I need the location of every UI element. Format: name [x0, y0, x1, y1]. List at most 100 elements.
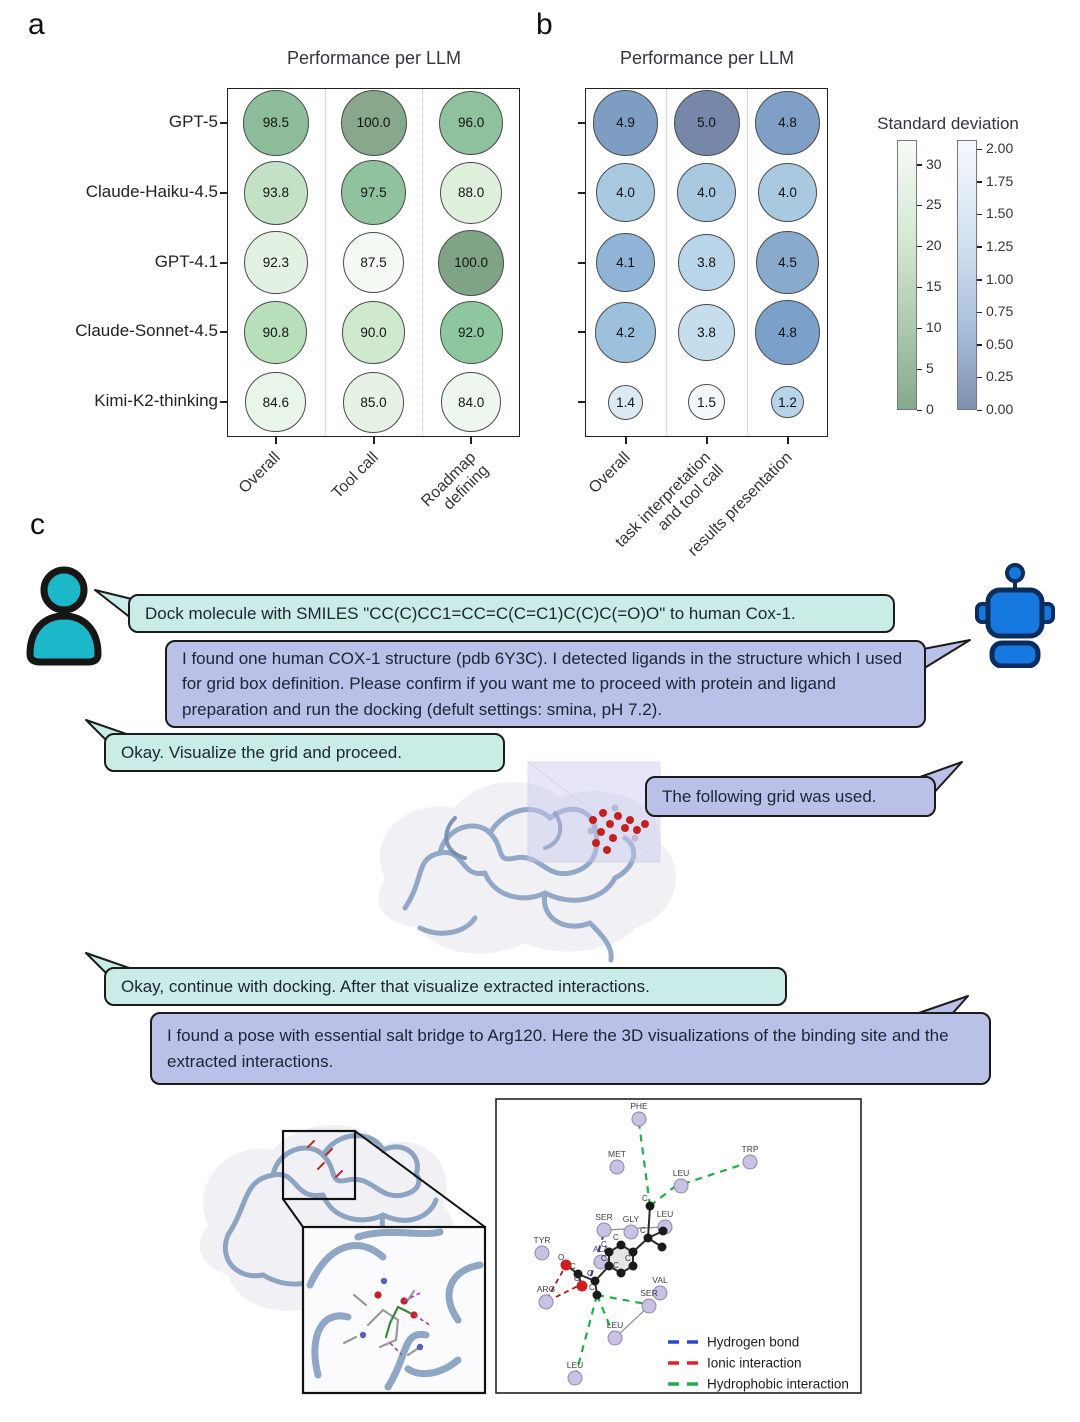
colorbar-tick	[917, 368, 922, 371]
carbon-atom	[658, 1226, 668, 1236]
panel-b-x-tick	[624, 437, 627, 444]
bubble-a-gpt-5-col0: 98.5	[243, 90, 309, 156]
bubble-a-claude-sonnet-4.5-col1: 90.0	[342, 300, 405, 364]
colorbar-tick-label: 20	[926, 237, 942, 254]
colorbar-tick	[977, 279, 982, 281]
bubble-b-gpt-5-col0: 4.9	[592, 90, 659, 156]
residue-node-ser	[596, 1222, 612, 1238]
bubble-b-kimi-k2-thinking-col2: 1.2	[771, 385, 804, 419]
bubble-b-claude-haiku-4.5-col2: 4.0	[757, 163, 817, 223]
bubble-a-claude-sonnet-4.5-col2: 92.0	[439, 300, 503, 364]
colorbar-tick	[917, 409, 922, 411]
bubble-b-claude-haiku-4.5-col0: 4.0	[595, 163, 655, 223]
legend-label-ionic: Ionic interaction	[707, 1356, 802, 1371]
legend-label-hydrogen: Hydrogen bond	[707, 1335, 799, 1350]
panel-a-y-tick	[220, 331, 227, 334]
bubble-b-claude-haiku-4.5-col1: 4.0	[676, 163, 736, 223]
residue-node-ser	[641, 1298, 657, 1314]
interaction-diagram: PHE TRP MET LEU SER GLY LEU TYR ALA ARG VAL SER LEU L…	[495, 1098, 862, 1394]
panel-a-y-tick	[220, 121, 227, 124]
user-message-1: Dock molecule with SMILES "CC(C)CC1=CC=C…	[128, 594, 895, 633]
colorbar-tick-label: 0	[926, 401, 934, 417]
colorbar-tick	[977, 246, 982, 248]
carbon-atom	[604, 1247, 614, 1257]
carbon-atom	[616, 1268, 626, 1278]
bubble-a-gpt-5-col1: 100.0	[340, 89, 407, 156]
panel-a-column-separator	[324, 89, 326, 436]
legend-label-hydrophobic: Hydrophobic interaction	[707, 1377, 849, 1392]
bot-robot-icon	[975, 563, 1055, 668]
user-message-3-text: Okay, continue with docking. After that …	[121, 976, 650, 996]
colorbar-tick	[977, 148, 982, 151]
bubble-a-claude-haiku-4.5-col2: 88.0	[440, 161, 503, 224]
colorbar-tick-label: 30	[926, 155, 942, 172]
residue-label-trp: TRP	[742, 1144, 759, 1154]
residue-node-leu	[673, 1178, 689, 1194]
colorbar-tick	[977, 344, 982, 346]
oxygen-atom	[560, 1259, 572, 1271]
atom-label: O	[574, 1274, 580, 1283]
atom-label: C	[625, 1254, 631, 1263]
bond	[647, 1205, 651, 1239]
residue-node-phe	[631, 1111, 647, 1127]
panel-b-title: Performance per LLM	[619, 48, 795, 68]
colorbar-tick-label: 0.25	[986, 368, 1014, 385]
panel-b-column-separator	[666, 89, 667, 436]
colorbar-tick	[977, 213, 982, 216]
bot-message-1-text: I found one human COX-1 structure (pdb 6…	[182, 648, 903, 719]
carbon-atom	[573, 1269, 583, 1279]
colorbar-tick-label: 1.75	[986, 172, 1014, 189]
colorbar-tick	[917, 327, 922, 330]
colorbar-tick-label: 1.00	[986, 270, 1014, 287]
hydrophobic-interaction-line	[637, 1122, 652, 1207]
colorbar-tick	[917, 245, 922, 248]
panel-a-row-label-kimi-k2-thinking: Kimi-K2-thinking	[94, 391, 218, 411]
bubble-a-claude-haiku-4.5-col1: 97.5	[340, 160, 407, 226]
bubble-b-claude-sonnet-4.5-col1: 3.8	[677, 303, 736, 362]
colorbar-tick	[917, 286, 922, 289]
carbon-atom	[643, 1233, 653, 1243]
panel-a-y-tick	[220, 191, 227, 194]
panel-b-letter: b	[536, 8, 553, 41]
residue-node-val	[652, 1285, 668, 1301]
colorbar-tick-label: 5	[926, 360, 934, 377]
atom-label: C	[640, 1226, 646, 1235]
bot-message-3-text: I found a pose with essential salt bridg…	[167, 1026, 949, 1071]
bubble-a-gpt-4.1-col2: 100.0	[438, 229, 505, 296]
panel-a-row-label-gpt-4.1: GPT-4.1	[154, 251, 218, 271]
green-colorbar	[897, 140, 917, 410]
bubble-b-gpt-4.1-col2: 4.5	[756, 231, 819, 294]
residue-label-gly: GLY	[623, 1214, 640, 1224]
carbon-atom	[604, 1261, 614, 1271]
panel-a-y-tick	[220, 401, 227, 404]
panel-a-y-tick	[220, 261, 227, 264]
blue-colorbar	[957, 140, 977, 410]
residue-label-tyr: TYR	[534, 1235, 551, 1245]
panel-a-row-label-gpt-5: GPT-5	[168, 111, 218, 131]
user-message-2-text: Okay. Visualize the grid and proceed.	[121, 742, 402, 762]
residue-label-leu: LEU	[673, 1168, 690, 1178]
colorbar-tick-label: 0.75	[986, 303, 1014, 320]
colorbar-tick-label: 10	[926, 319, 942, 336]
residue-label-ser: SER	[595, 1212, 612, 1222]
panel-a-column-separator	[422, 89, 424, 436]
colorbar-tick-label: 15	[926, 278, 942, 295]
bubble-a-claude-sonnet-4.5-col0: 90.8	[244, 300, 308, 364]
grid-protein-visualization	[378, 761, 676, 963]
atom-label: C	[601, 1254, 607, 1263]
bubble-a-claude-haiku-4.5-col0: 93.8	[243, 160, 308, 225]
colorbar-tick-label: 1.50	[986, 205, 1014, 222]
binding-site-visualization	[199, 1124, 487, 1395]
panel-a-row-label-claude-sonnet-4.5: Claude-Sonnet-4.5	[75, 321, 218, 341]
residue-label-arg: ARG	[537, 1284, 555, 1294]
colorbar-tick	[917, 164, 922, 166]
user-message-2: Okay. Visualize the grid and proceed.	[104, 733, 505, 772]
bot-message-1: I found one human COX-1 structure (pdb 6…	[165, 640, 926, 728]
panel-b-y-tick	[578, 401, 585, 404]
bot-message-2-text: The following grid was used.	[662, 786, 877, 806]
residue-label-val: VAL	[652, 1275, 668, 1285]
bubble-a-gpt-4.1-col0: 92.3	[244, 230, 308, 295]
panel-b-y-tick	[578, 121, 585, 124]
carbon-atom	[616, 1240, 626, 1250]
panel-a-x-tick	[470, 437, 473, 444]
